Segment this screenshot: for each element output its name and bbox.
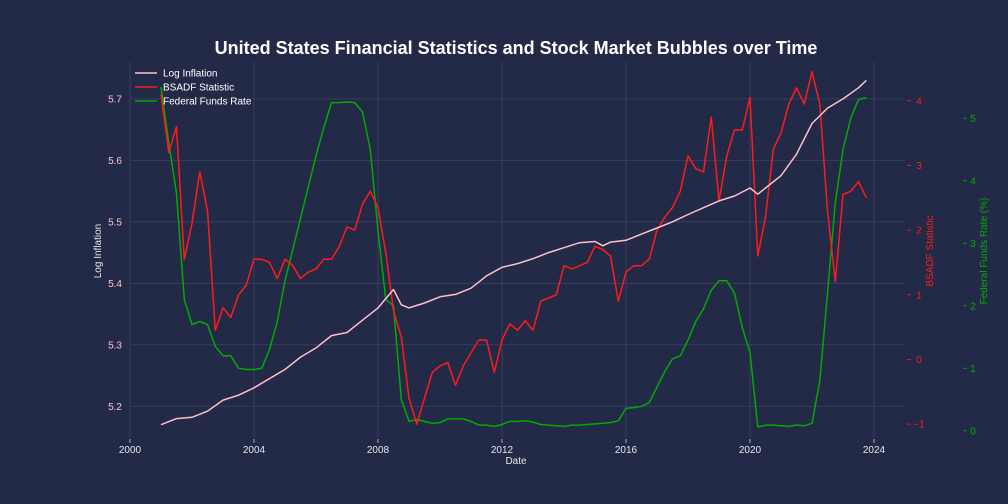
x-tick-label: 2012 xyxy=(491,445,514,456)
x-tick-label: 2004 xyxy=(243,445,266,456)
left-tick-label: 5.2 xyxy=(108,402,122,413)
grid xyxy=(129,62,905,437)
left-tick-label: 5.7 xyxy=(108,94,122,105)
series-line-log-inflation xyxy=(160,79,867,426)
x-axis-label: Date xyxy=(505,456,527,467)
fedfunds-tick-label: 2 xyxy=(970,301,976,312)
x-tick-label: 2020 xyxy=(739,445,762,456)
fedfunds-tick-label: 3 xyxy=(970,239,976,250)
series-lines xyxy=(160,70,867,428)
bsadf-axis-label: BSADF Statistic xyxy=(925,215,936,286)
bsadf-tick-label: 0 xyxy=(916,355,922,366)
legend-label-bsadf-statistic: BSADF Statistic xyxy=(163,83,234,94)
fedfunds-axis-label: Federal Funds Rate (%) xyxy=(979,198,990,305)
fedfunds-tick-label: 4 xyxy=(970,176,976,187)
fedfunds-tick-label: 0 xyxy=(970,426,976,437)
series-line-bsadf-statistic xyxy=(160,70,867,425)
left-axis-label: Log Inflation xyxy=(93,224,104,279)
x-tick-label: 2016 xyxy=(615,445,638,456)
bsadf-tick-label: −1 xyxy=(913,420,925,431)
left-tick-label: 5.4 xyxy=(108,279,122,290)
bsadf-tick-label: 3 xyxy=(916,161,922,172)
chart-title: United States Financial Statistics and S… xyxy=(215,38,818,58)
left-tick-label: 5.3 xyxy=(108,340,122,351)
left-tick-label: 5.5 xyxy=(108,217,122,228)
bsadf-tick-label: 2 xyxy=(916,226,922,237)
bsadf-tick-label: 4 xyxy=(916,96,922,107)
x-tick-label: 2000 xyxy=(119,445,142,456)
axes: 2000 2004 2008 2012 2016 2020 20245.25.35.45.5… xyxy=(108,94,976,456)
x-tick-label: 2024 xyxy=(863,445,886,456)
bsadf-tick-label: 1 xyxy=(916,290,922,301)
fedfunds-tick-label: 5 xyxy=(970,114,976,125)
legend: Log Inflation BSADF Statistic Federal Fund… xyxy=(135,69,252,108)
legend-label-log-inflation: Log Inflation xyxy=(163,69,218,80)
x-tick-label: 2008 xyxy=(367,445,390,456)
left-tick-label: 5.6 xyxy=(108,156,122,167)
legend-label-federal-funds-rate: Federal Funds Rate xyxy=(163,97,252,108)
fedfunds-tick-label: 1 xyxy=(970,364,976,375)
series-line-federal-funds-rate xyxy=(160,86,867,428)
